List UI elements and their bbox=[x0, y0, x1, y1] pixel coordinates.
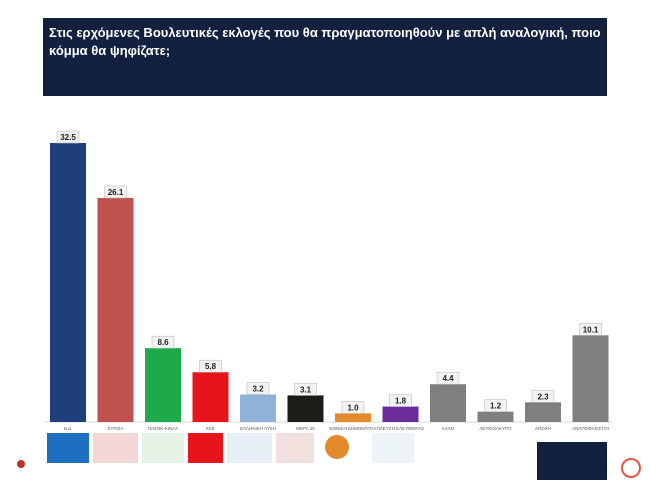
x-tick-label: ΕΘΝΙΚΗ ΔΗΜΟΚΡΑΤΙΑ bbox=[329, 426, 376, 431]
chart-title: Στις ερχόμενες Βουλευτικές εκλογές που θ… bbox=[43, 18, 607, 96]
x-tick-label: ΑΠΟΧΗ bbox=[535, 426, 551, 431]
x-tick-label: ΠΛΕΥΣΗ ΕΛΕΥΘΕΡΙΑΣ bbox=[377, 426, 425, 431]
logo bbox=[372, 433, 414, 463]
value-label-box bbox=[294, 383, 317, 396]
logo bbox=[325, 435, 349, 459]
logos bbox=[17, 433, 641, 480]
value-label-box bbox=[579, 322, 602, 336]
bar bbox=[192, 372, 229, 422]
value-label: 8.6 bbox=[157, 338, 169, 347]
bar bbox=[430, 384, 466, 422]
x-tick-label: ΠΑΣΟΚ-ΚΙΝΑΛ bbox=[148, 426, 179, 431]
logo bbox=[276, 433, 314, 463]
x-tick-label: ΚΚΕ bbox=[206, 426, 215, 431]
value-label-box bbox=[151, 335, 175, 349]
x-tick-label: ΕΛΛΗΝΙΚΗ ΛΥΣΗ bbox=[240, 426, 276, 431]
logo bbox=[188, 433, 223, 463]
value-label-box bbox=[199, 359, 222, 373]
logo bbox=[142, 433, 184, 463]
x-tick-label: ΑΛΛΟ bbox=[442, 426, 455, 431]
value-label-box bbox=[104, 185, 127, 199]
logo bbox=[47, 433, 89, 463]
logo bbox=[17, 460, 25, 468]
value-label: 2.3 bbox=[537, 392, 549, 401]
bar bbox=[145, 348, 181, 422]
x-tick-label: ΣΥΡΙΖΑ bbox=[108, 426, 124, 431]
value-label: 1.0 bbox=[347, 403, 359, 412]
logo bbox=[227, 433, 272, 463]
value-label: 10.1 bbox=[583, 325, 599, 334]
x-tick-label: Ν.Δ. bbox=[64, 426, 73, 431]
bar bbox=[525, 402, 561, 422]
value-label-box bbox=[389, 394, 412, 407]
bar bbox=[382, 406, 419, 422]
bar bbox=[97, 197, 134, 422]
logo bbox=[537, 442, 607, 480]
value-label: 5.8 bbox=[205, 362, 217, 371]
bar bbox=[240, 394, 276, 422]
value-label: 3.1 bbox=[300, 385, 312, 394]
zoom-icon[interactable] bbox=[621, 458, 641, 478]
bar bbox=[287, 395, 324, 422]
value-label: 1.2 bbox=[490, 402, 502, 411]
bar bbox=[335, 413, 371, 422]
value-label-box bbox=[531, 389, 555, 403]
value-label-box bbox=[436, 371, 460, 385]
value-label-box bbox=[341, 401, 365, 414]
bar bbox=[572, 335, 609, 422]
value-label: 3.2 bbox=[252, 385, 264, 394]
value-label: 26.1 bbox=[108, 188, 124, 197]
value-label-box bbox=[484, 399, 507, 412]
value-label-box bbox=[56, 130, 80, 144]
logo bbox=[93, 433, 138, 463]
bar bbox=[50, 143, 86, 422]
x-tick-label: ΜΕΡΑ 25 bbox=[296, 426, 315, 431]
bar bbox=[477, 411, 514, 422]
value-label-box bbox=[246, 382, 270, 395]
x-tick-label: ΑΝΑΠΟΦΑΣΙΣΤΟΙ bbox=[572, 426, 609, 431]
value-label: 1.8 bbox=[395, 397, 407, 406]
value-label: 32.5 bbox=[60, 133, 76, 142]
x-tick-label: ΛΕΥΚΟ/ΑΚΥΡΟ bbox=[479, 426, 512, 431]
value-label: 4.4 bbox=[442, 374, 454, 383]
